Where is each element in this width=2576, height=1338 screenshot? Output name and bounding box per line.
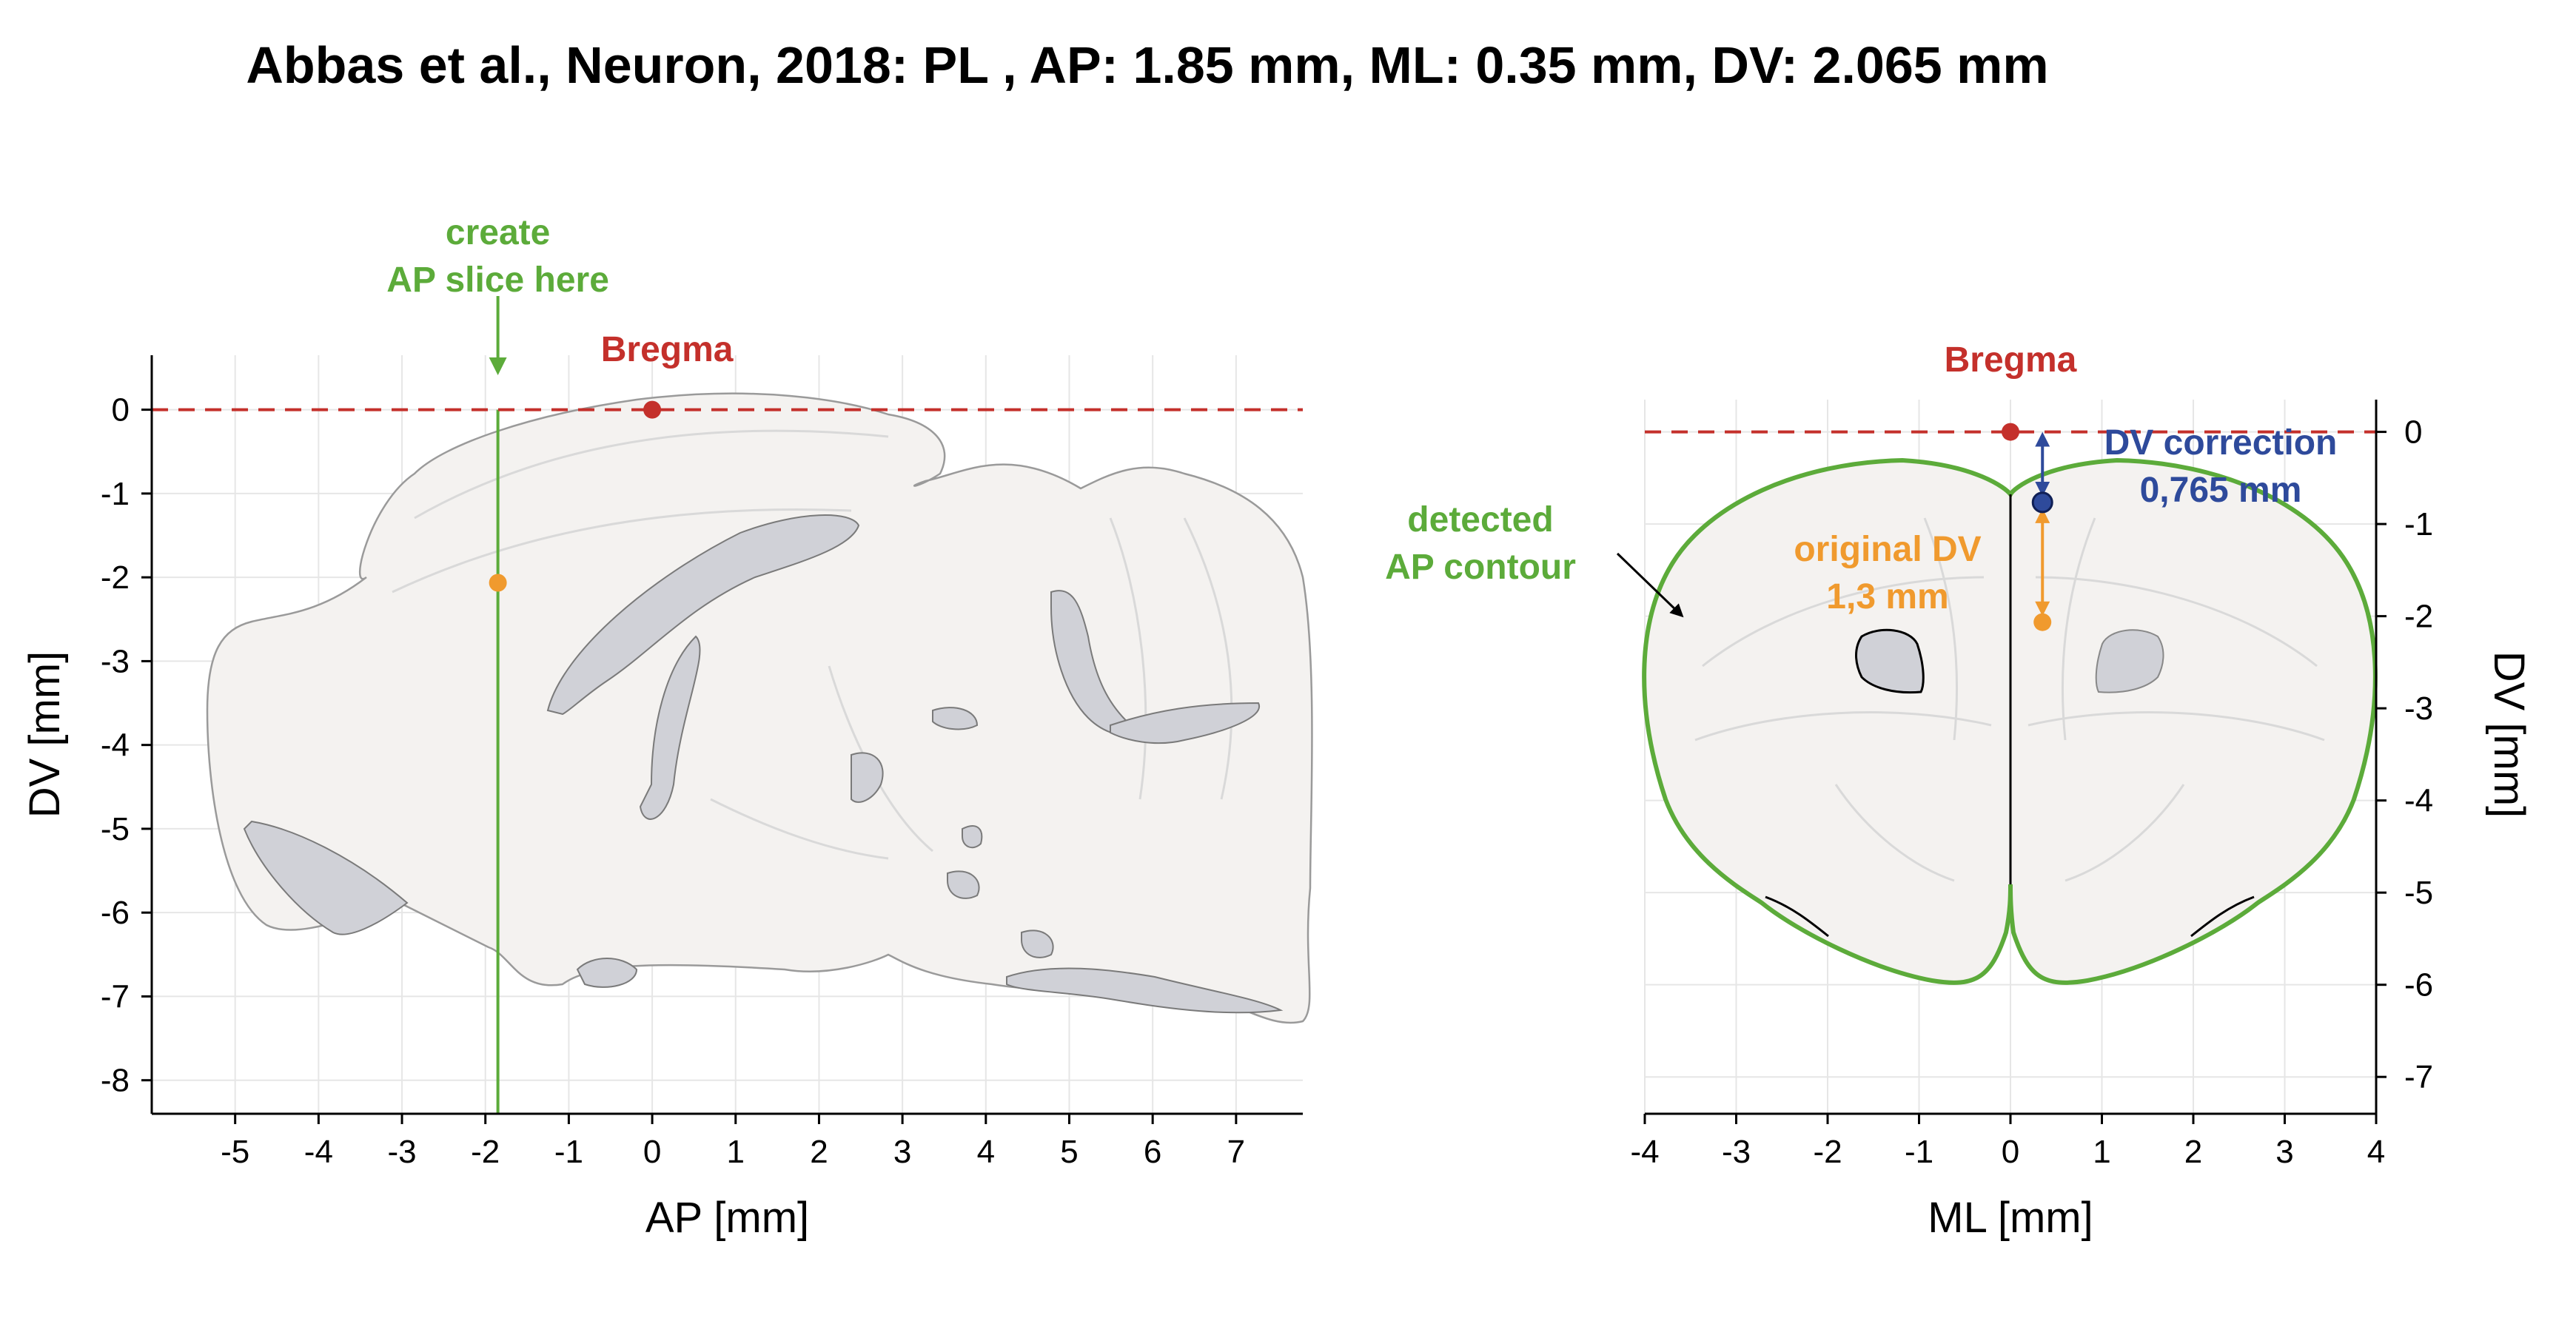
sagittal-brain-outline xyxy=(206,392,1313,1024)
coronal-x-tick-label: -4 xyxy=(1630,1134,1659,1170)
coronal-y-tick-label: -1 xyxy=(2404,506,2433,542)
coronal-x-tick-label: 4 xyxy=(2367,1134,2385,1170)
coronal-y-tick-label: -5 xyxy=(2404,875,2433,911)
sagittal-bregma-label: Bregma xyxy=(601,330,734,369)
coronal-x-tick-label: -1 xyxy=(1905,1134,1933,1170)
dv-correction-label-line2: 0,765 mm xyxy=(2140,471,2302,510)
sagittal-y-tick-label: -8 xyxy=(101,1063,130,1099)
coronal-x-tick-label: 1 xyxy=(2093,1134,2110,1170)
coronal-regions xyxy=(1855,628,2164,694)
sagittal-x-tick-label: 5 xyxy=(1060,1134,1078,1170)
slice-annotation-line1: create xyxy=(446,213,550,252)
original-dv-label-line2: 1,3 mm xyxy=(1826,577,1948,616)
coronal-x-tick-label: 0 xyxy=(2002,1134,2019,1170)
sagittal-x-tick-label: 2 xyxy=(810,1134,828,1170)
sagittal-x-axis-label: AP [mm] xyxy=(645,1194,809,1242)
sagittal-regions xyxy=(243,514,1284,1014)
coronal-bregma-point xyxy=(2002,423,2019,441)
sagittal-x-tick-label: -5 xyxy=(221,1134,249,1170)
contour-label-line1: detected xyxy=(1407,500,1553,539)
sagittal-x-tick-label: -1 xyxy=(554,1134,583,1170)
coronal-x-tick-label: 2 xyxy=(2184,1134,2202,1170)
sagittal-y-tick-label: -5 xyxy=(101,811,130,847)
coronal-panel: Bregma DV correction 0,765 mm original D… xyxy=(1385,340,2533,1242)
coronal-x-axis-label: ML [mm] xyxy=(1928,1194,2093,1242)
coronal-target-point xyxy=(2033,613,2052,631)
sagittal-x-tick-label: 6 xyxy=(1144,1134,1161,1170)
sagittal-x-tick-label: -3 xyxy=(387,1134,416,1170)
coronal-axes: -4 -3 -2 -1 0 1 2 3 4 0 -1 -2 -3 -4 -5 -6 -7 xyxy=(1630,400,2433,1170)
coronal-x-tick-label: 3 xyxy=(2275,1134,2293,1170)
coronal-x-tick-label: -2 xyxy=(1813,1134,1842,1170)
sagittal-target-point xyxy=(489,574,507,592)
sagittal-y-tick-label: -3 xyxy=(101,643,130,679)
slice-annotation-line2: AP slice here xyxy=(386,260,609,300)
contour-label-line2: AP contour xyxy=(1385,548,1576,587)
sagittal-y-tick-label: 0 xyxy=(112,392,130,428)
coronal-y-tick-label: -6 xyxy=(2404,967,2433,1003)
sagittal-bregma-point xyxy=(643,400,662,419)
sagittal-x-tick-label: 0 xyxy=(643,1134,661,1170)
sagittal-y-tick-label: -4 xyxy=(101,727,130,764)
original-dv-label-line1: original DV xyxy=(1794,530,1981,569)
sagittal-panel: create AP slice here Bregma -5 -4 -3 -2 -1 0 1… xyxy=(21,213,1313,1242)
coronal-y-tick-label: -7 xyxy=(2404,1059,2433,1095)
coronal-y-tick-label: -4 xyxy=(2404,783,2433,819)
sagittal-y-tick-label: -2 xyxy=(101,559,130,596)
dv-correction-label-line1: DV correction xyxy=(2104,423,2338,463)
coronal-y-axis-label: DV [mm] xyxy=(2485,651,2533,818)
coronal-brain-outline xyxy=(1642,457,2378,985)
coronal-y-tick-label: 0 xyxy=(2404,414,2422,451)
sagittal-x-tick-label: -4 xyxy=(304,1134,333,1170)
coronal-y-tick-label: -2 xyxy=(2404,599,2433,635)
corrected-surface-point xyxy=(2031,491,2053,514)
sagittal-y-tick-label: -7 xyxy=(101,978,130,1015)
sagittal-x-tick-label: 1 xyxy=(727,1134,745,1170)
sagittal-y-tick-label: -6 xyxy=(101,895,130,931)
sagittal-y-tick-label: -1 xyxy=(101,476,130,512)
sagittal-x-tick-label: 3 xyxy=(893,1134,911,1170)
sagittal-y-axis-label: DV [mm] xyxy=(21,651,69,818)
coronal-x-tick-label: -3 xyxy=(1722,1134,1751,1170)
figure-title: Abbas et al., Neuron, 2018: PL , AP: 1.8… xyxy=(246,36,2048,94)
contour-pointer-arrow-icon xyxy=(1616,552,1684,618)
sagittal-axes: -5 -4 -3 -2 -1 0 1 2 3 4 5 6 7 0 -1 -2 -3 -4 -5 -6 -7 -8 xyxy=(101,355,1303,1170)
coronal-bregma-label: Bregma xyxy=(1945,340,2077,380)
sagittal-x-tick-label: 4 xyxy=(977,1134,995,1170)
coronal-y-tick-label: -3 xyxy=(2404,690,2433,727)
sagittal-x-tick-label: -2 xyxy=(471,1134,500,1170)
sagittal-x-tick-label: 7 xyxy=(1227,1134,1245,1170)
